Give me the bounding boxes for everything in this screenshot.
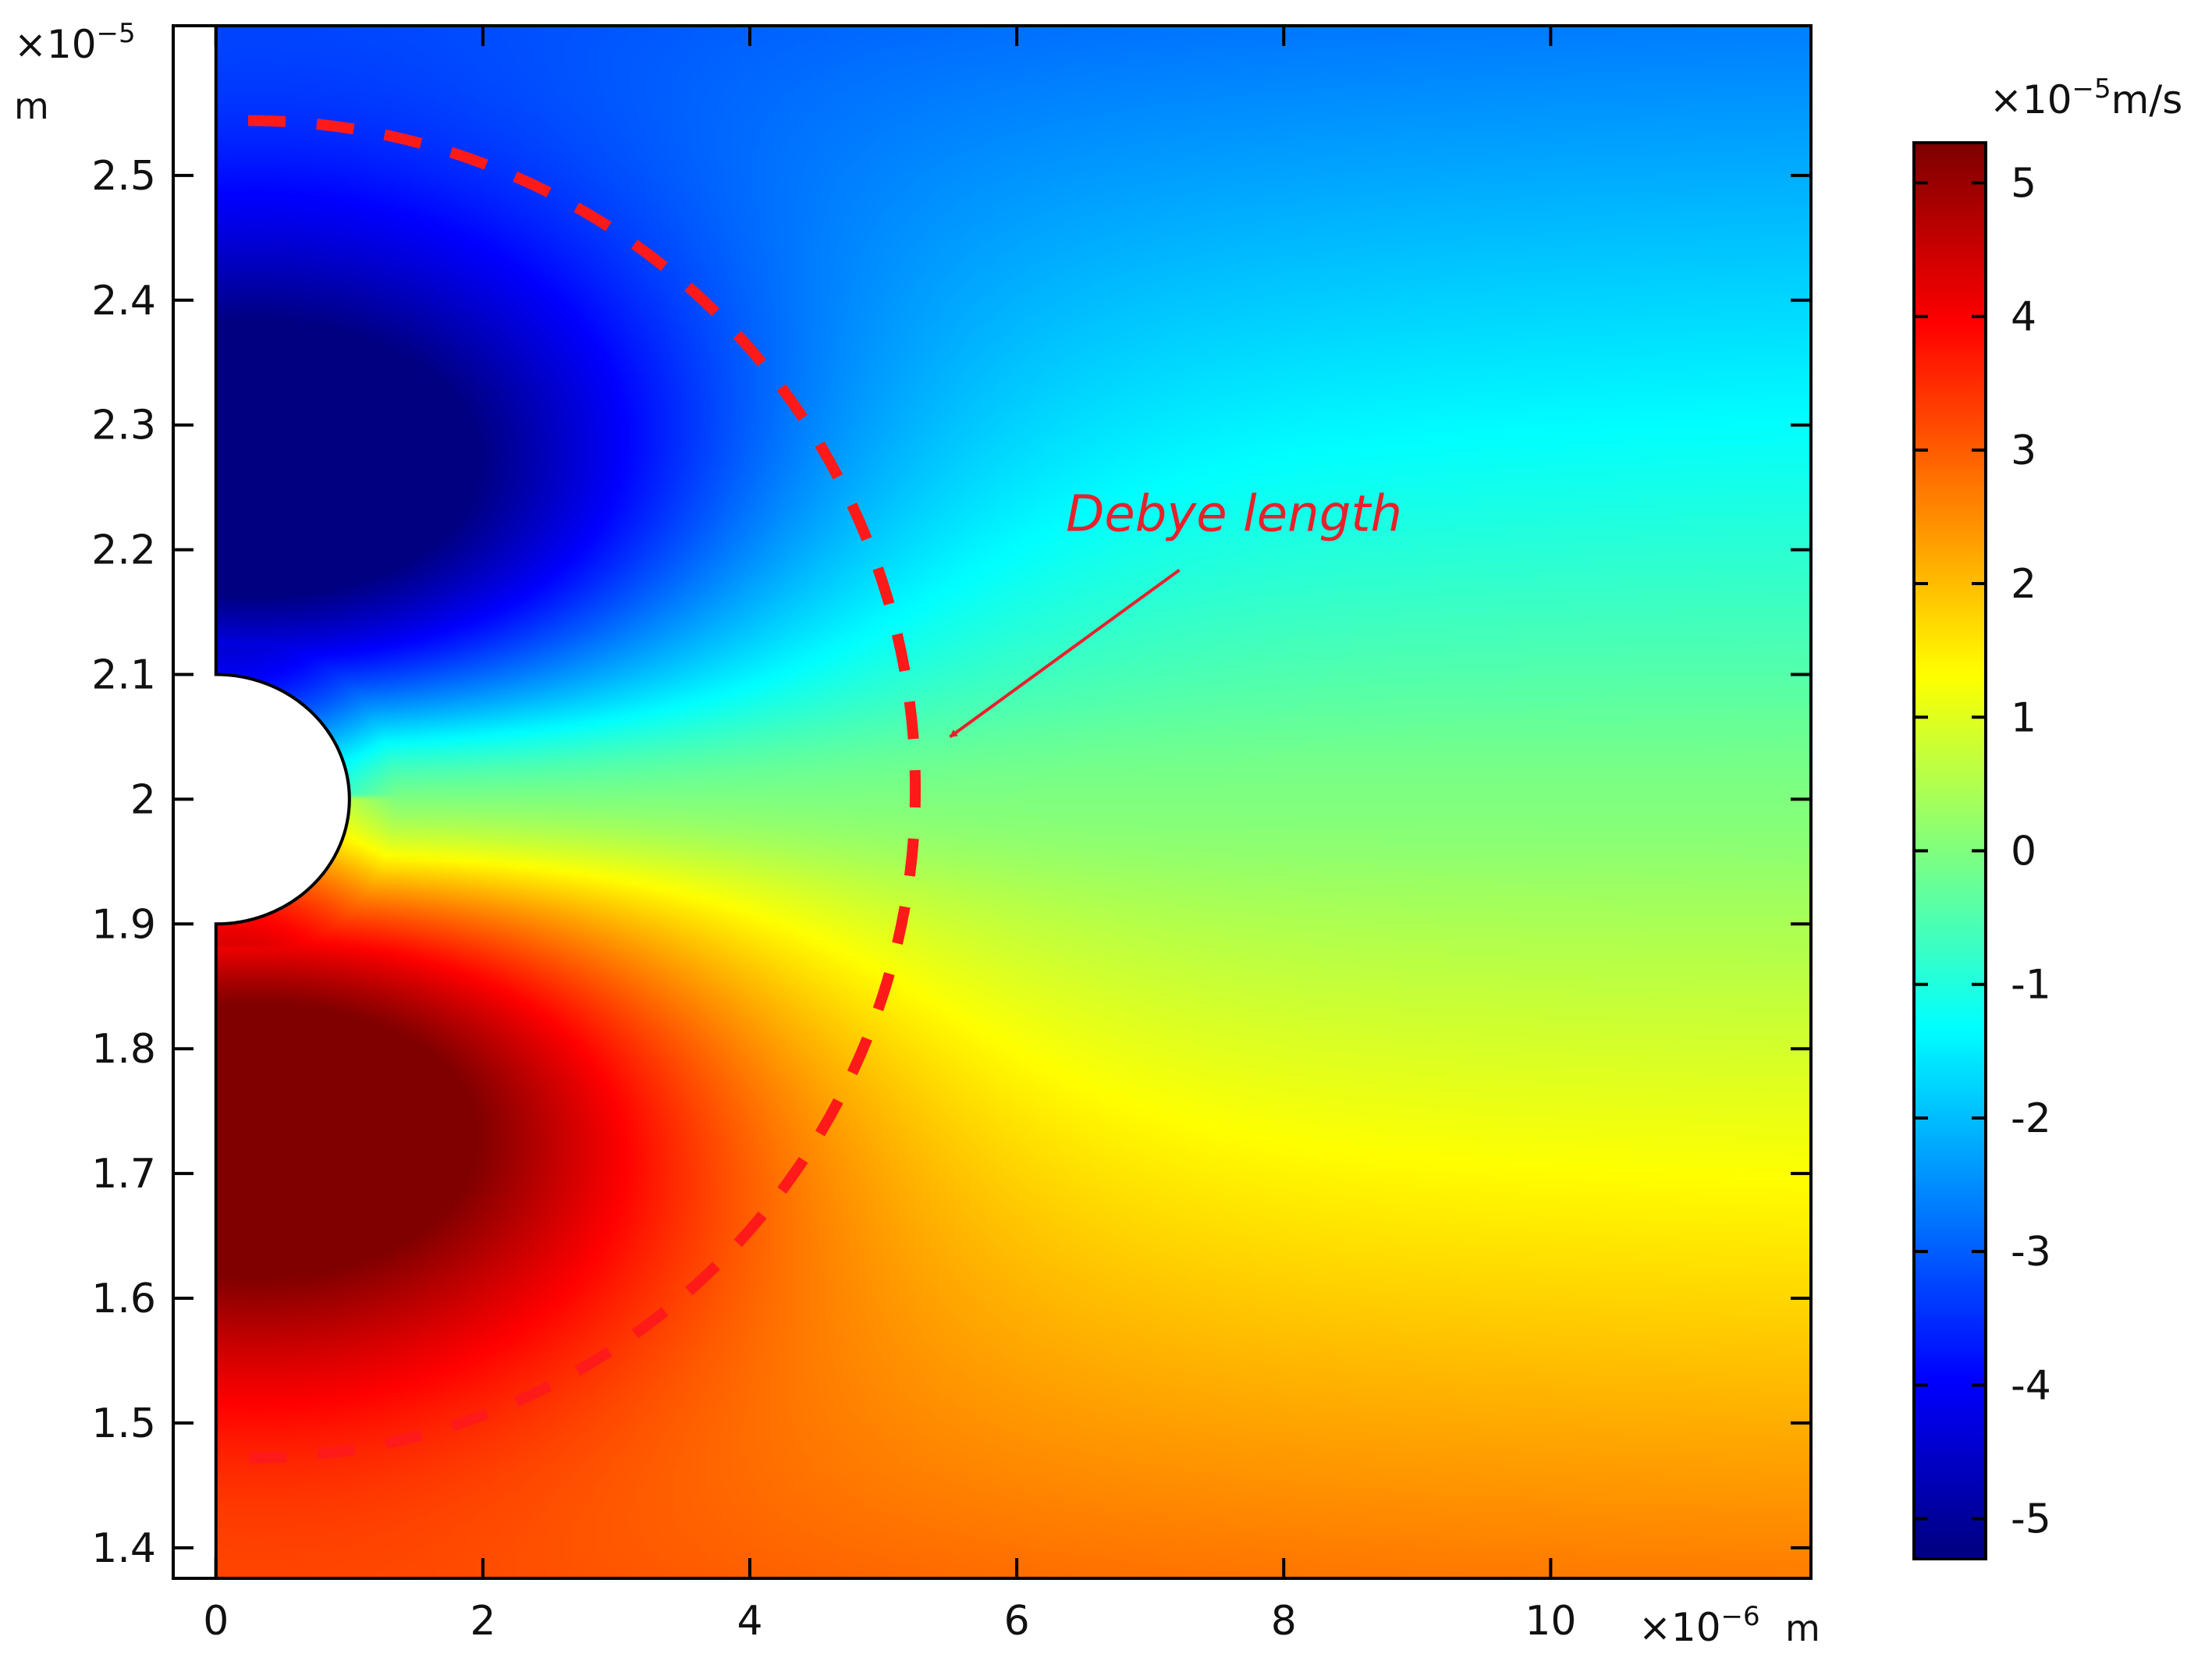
colorbar-tick-label: -2 — [2011, 1095, 2051, 1142]
domain-mask — [173, 26, 351, 1578]
x-tick-label: 6 — [1004, 1598, 1030, 1645]
annotation: Debye length — [949, 486, 1402, 739]
colorbar-tick-label: 5 — [2011, 160, 2036, 207]
colorbar-ticks: 5 4 3 2 1 0 -1 -2 -3 -4 -5 — [1914, 160, 2051, 1543]
colorbar-tick-label: 0 — [2011, 829, 2036, 875]
y-axis-unit: m — [14, 85, 49, 127]
y-tick-label: 2.1 — [91, 651, 156, 698]
x-axis-ticks: 0 2 4 6 8 10 — [203, 26, 1577, 1645]
x-axis-multiplier-exponent: −6 — [1721, 1601, 1760, 1632]
x-axis-multiplier-base: ×10 — [1639, 1605, 1721, 1650]
y-axis-multiplier: ×10−5 — [14, 18, 136, 67]
y-tick-label: 2 — [130, 776, 156, 823]
x-tick-label: 8 — [1271, 1598, 1297, 1645]
y-tick-label: 1.9 — [91, 901, 156, 948]
colorbar-multiplier: ×10−5m/s — [1990, 73, 2182, 122]
x-axis-unit: m — [1785, 1607, 1820, 1649]
y-tick-label: 2.2 — [91, 527, 156, 574]
colorbar-multiplier-exponent: −5 — [2072, 73, 2111, 105]
colorbar-tick-label: -1 — [2011, 962, 2051, 1009]
x-axis-multiplier: ×10−6 — [1639, 1601, 1760, 1650]
y-tick-label: 2.5 — [91, 153, 156, 200]
colorbar: 5 4 3 2 1 0 -1 -2 -3 -4 -5 ×10−5m/s — [1912, 73, 2182, 1560]
y-tick-label: 1.7 — [91, 1151, 156, 1198]
y-tick-label: 1.8 — [91, 1026, 156, 1073]
colorbar-tick-label: 2 — [2011, 561, 2036, 608]
colorbar-tick-label: 4 — [2011, 294, 2036, 341]
x-tick-label: 10 — [1525, 1598, 1576, 1645]
plot-frame — [172, 24, 1813, 1580]
annotation-text: Debye length — [1066, 486, 1402, 544]
colorbar-tick-label: 3 — [2011, 428, 2036, 474]
y-axis-multiplier-exponent: −5 — [97, 18, 136, 49]
heatmap-field — [173, 26, 1811, 1578]
annotation-arrow — [949, 568, 1181, 739]
y-tick-label: 2.3 — [91, 403, 156, 449]
colorbar-tick-label: -4 — [2011, 1362, 2051, 1409]
colorbar-tick-label: -5 — [2011, 1496, 2051, 1543]
y-tick-label: 2.4 — [91, 278, 156, 325]
y-axis-ticks: 1.4 1.5 1.6 1.7 1.8 1.9 2 2.1 2.2 2.3 2.4 2.5 — [91, 153, 1811, 1572]
y-tick-label: 1.6 — [91, 1276, 156, 1322]
colorbar-unit: m/s — [2111, 77, 2183, 122]
y-tick-label: 1.4 — [91, 1525, 156, 1572]
heatmap-image — [215, 26, 1811, 1578]
y-tick-label: 1.5 — [91, 1400, 156, 1447]
y-axis-multiplier-base: ×10 — [14, 22, 97, 67]
colorbar-multiplier-base: ×10 — [1990, 77, 2072, 122]
x-tick-label: 4 — [737, 1598, 762, 1645]
colorbar-tick-label: 1 — [2011, 694, 2036, 741]
x-tick-label: 0 — [203, 1598, 229, 1645]
colorbar-tick-label: -3 — [2011, 1229, 2051, 1276]
x-tick-label: 2 — [470, 1598, 495, 1645]
